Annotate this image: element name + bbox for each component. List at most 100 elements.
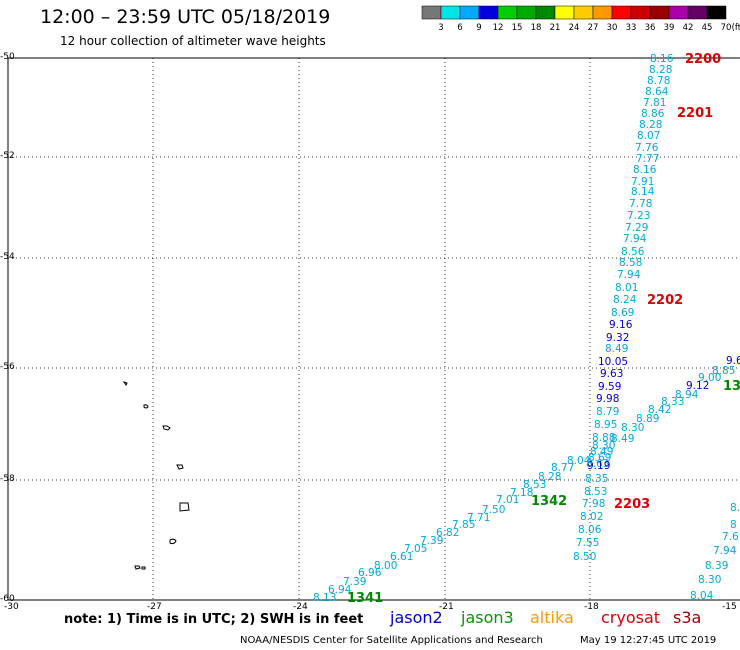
wave-height-value: 8.13 <box>313 592 337 604</box>
wave-height-value: 9.00 <box>698 372 722 384</box>
latitude-tick-label: -58 <box>0 474 15 484</box>
wave-height-value: 8.04 <box>567 455 591 467</box>
wave-height-value: 6.94 <box>328 584 352 596</box>
latitude-tick-label: -54 <box>0 252 15 262</box>
colorbar-swatch <box>554 5 575 20</box>
pass-time-label: 13 <box>723 379 740 394</box>
satellite-legend-item: cryosat <box>601 608 661 627</box>
island-outline <box>122 381 128 386</box>
longitude-tick-label: -30 <box>4 602 19 612</box>
wave-height-value: 8.69 <box>611 307 635 319</box>
satellite-legend-item: jason2 <box>390 608 443 627</box>
wave-height-value: 9.98 <box>596 393 620 405</box>
colorbar-label: 21 <box>549 23 561 33</box>
colorbar-swatch <box>535 5 556 20</box>
pass-time-label: 2202 <box>647 293 684 308</box>
colorbar-label: 3 <box>438 23 444 33</box>
map-subtitle: 12 hour collection of altimeter wave hei… <box>60 34 326 48</box>
wave-height-value: 8.16 <box>650 53 674 65</box>
colorbar-label: 24 <box>568 23 580 33</box>
colorbar-label: 12 <box>492 23 504 33</box>
generation-timestamp: May 19 12:27:45 UTC 2019 <box>580 635 717 646</box>
colorbar-label: 6 <box>457 23 463 33</box>
pass-time-label: 1342 <box>531 494 568 509</box>
wave-height-value: 7.39 <box>343 576 367 588</box>
wave-height-value: 7.94 <box>713 545 737 557</box>
wave-height-value: 6.96 <box>358 567 382 579</box>
satellite-legend-item: jason3 <box>461 608 514 627</box>
wave-height-value: 8. <box>730 502 740 514</box>
wave-height-value: 10.05 <box>598 356 629 368</box>
wave-height-value: 7.71 <box>467 512 491 524</box>
wave-height-value: 9.63 <box>600 368 624 380</box>
colorbar-swatch <box>440 5 461 20</box>
wave-height-value: 7.94 <box>623 233 647 245</box>
longitude-tick-label: -24 <box>293 602 308 612</box>
colorbar-swatch <box>421 5 442 20</box>
pass-time-label: 2200 <box>685 52 722 67</box>
wave-height-value: 7.77 <box>636 153 660 165</box>
colorbar-label: 30 <box>606 23 618 33</box>
colorbar-swatch <box>706 5 727 20</box>
island-outline <box>176 464 184 470</box>
wave-height-value: 9.16 <box>609 319 633 331</box>
wave-height-value: 7.29 <box>625 222 649 234</box>
pass-time-label: 2203 <box>614 497 651 512</box>
wave-height-value: 8.28 <box>538 471 562 483</box>
wave-height-value: 7.85 <box>452 519 476 531</box>
island-outline <box>143 404 149 409</box>
colorbar-swatch <box>459 5 480 20</box>
wave-height-value: 7.98 <box>582 498 606 510</box>
latitude-tick-label: -50 <box>0 52 15 62</box>
wave-height-value: 7.76 <box>635 142 659 154</box>
pass-time-label: 1341 <box>347 591 384 606</box>
wave-height-value: 8.63 <box>586 458 610 470</box>
wave-height-value: 8.86 <box>641 108 665 120</box>
wave-height-value: 6.61 <box>390 551 414 563</box>
colorbar-swatch <box>592 5 613 20</box>
island-outline <box>179 502 190 512</box>
wave-height-value: 8.33 <box>661 396 685 408</box>
wave-height-value: 8.39 <box>705 560 729 572</box>
wave-height-value: 8.77 <box>551 462 575 474</box>
wave-height-value: 8.79 <box>596 406 620 418</box>
wave-height-value: 8.64 <box>645 86 669 98</box>
colorbar-swatch <box>573 5 594 20</box>
wave-height-value: 7.81 <box>643 97 667 109</box>
wave-height-value: 8.50 <box>573 551 597 563</box>
wave-height-value: 8.89 <box>636 413 660 425</box>
credit-line: NOAA/NESDIS Center for Satellite Applica… <box>240 635 543 646</box>
wave-height-value: 7.94 <box>617 269 641 281</box>
wave-height-value: 9.6 <box>726 355 740 367</box>
wave-height-value: 7.23 <box>627 210 651 222</box>
wave-height-value: 8.35 <box>585 473 609 485</box>
colorbar-label: 18 <box>530 23 542 33</box>
wave-height-value: 7.91 <box>631 176 655 188</box>
island-outline <box>169 538 177 545</box>
colorbar-swatch <box>516 5 537 20</box>
wave-height-value: 8.07 <box>637 130 661 142</box>
satellite-legend-item: s3a <box>673 608 702 627</box>
wave-height-value: 8.14 <box>631 186 655 198</box>
wave-height-value: 7.05 <box>404 543 428 555</box>
wave-height-value: 9.12 <box>686 380 710 392</box>
wave-height-value: 8.30 <box>698 574 722 586</box>
map-title: 12:00 – 23:59 UTC 05/18/2019 <box>40 6 331 28</box>
wave-height-value: 9.59 <box>598 381 622 393</box>
wave-height-value: 8.42 <box>648 404 672 416</box>
wave-height-value: 8.95 <box>594 419 618 431</box>
wave-height-value: 8.58 <box>619 257 643 269</box>
colorbar-label: 9 <box>476 23 482 33</box>
wave-height-value: 8.69 <box>588 452 612 464</box>
colorbar-swatch <box>497 5 518 20</box>
colorbar-label: 33 <box>625 23 637 33</box>
wave-height-value: 8.01 <box>615 282 639 294</box>
wave-height-value: 8.04 <box>690 590 714 602</box>
wave-height-value: 9.32 <box>606 332 630 344</box>
wave-height-value: 8.28 <box>649 64 673 76</box>
wave-height-value: 7.50 <box>482 504 506 516</box>
colorbar-swatch <box>630 5 651 20</box>
colorbar-swatch <box>611 5 632 20</box>
colorbar-swatch <box>478 5 499 20</box>
wave-height-value: 8.30 <box>621 422 645 434</box>
